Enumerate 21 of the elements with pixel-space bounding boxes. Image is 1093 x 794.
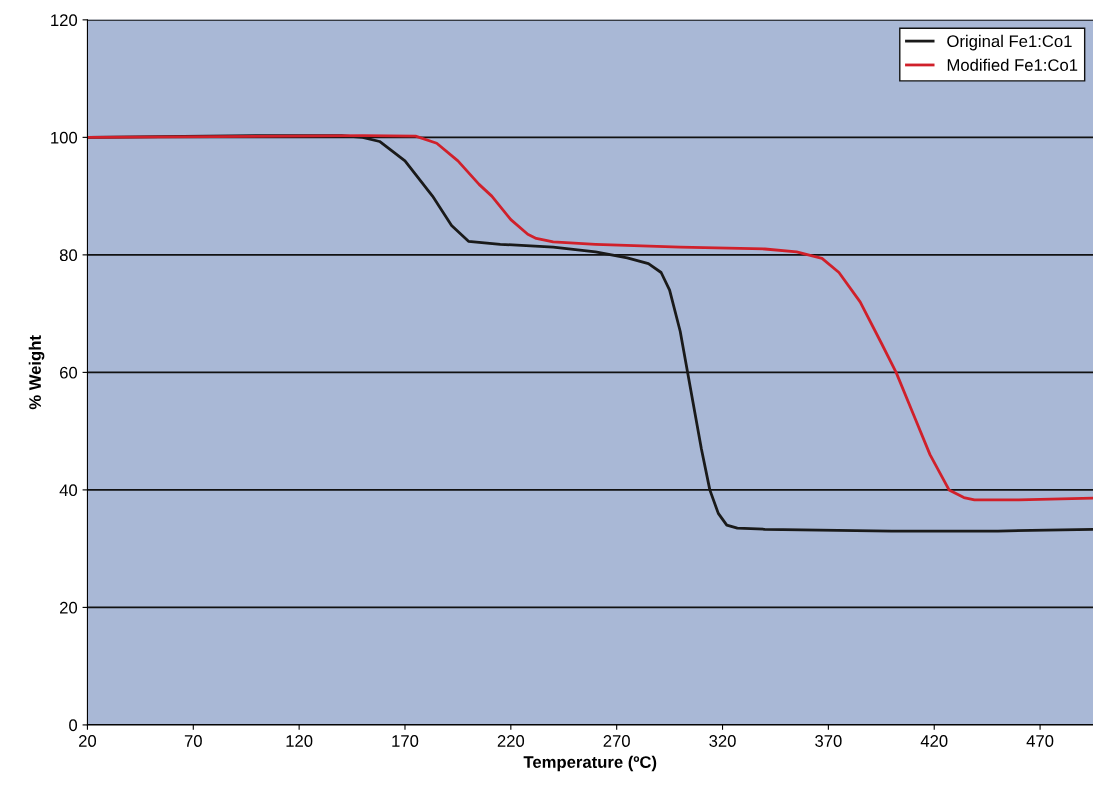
x-tick-label: 170: [392, 735, 419, 747]
legend-label: Modified Fe1:Co1: [947, 58, 1078, 71]
x-tick-label: 320: [709, 735, 736, 747]
x-tick-label: 120: [286, 735, 313, 747]
y-tick-label: 0: [69, 719, 78, 732]
x-tick-label: 20: [79, 735, 97, 747]
x-axis-title: Temperature (ºC): [523, 755, 657, 772]
y-tick-label: 40: [59, 484, 78, 497]
y-tick-label: 100: [51, 131, 78, 144]
y-tick-label: 80: [59, 249, 78, 262]
y-axis-title: % Weight: [28, 335, 45, 410]
x-tick-label: 270: [603, 735, 630, 747]
y-tick-label: 60: [60, 366, 78, 379]
x-tick-label: 370: [815, 735, 842, 747]
y-tick-label: 20: [60, 601, 78, 614]
x-tick-label: 70: [184, 735, 202, 747]
x-tick-label: 220: [497, 735, 525, 747]
x-tick-label: 420: [920, 735, 948, 747]
legend-label: Original Fe1:Co1: [947, 34, 1072, 51]
y-tick-label: 120: [51, 14, 78, 27]
x-tick-label: 470: [1026, 735, 1054, 747]
